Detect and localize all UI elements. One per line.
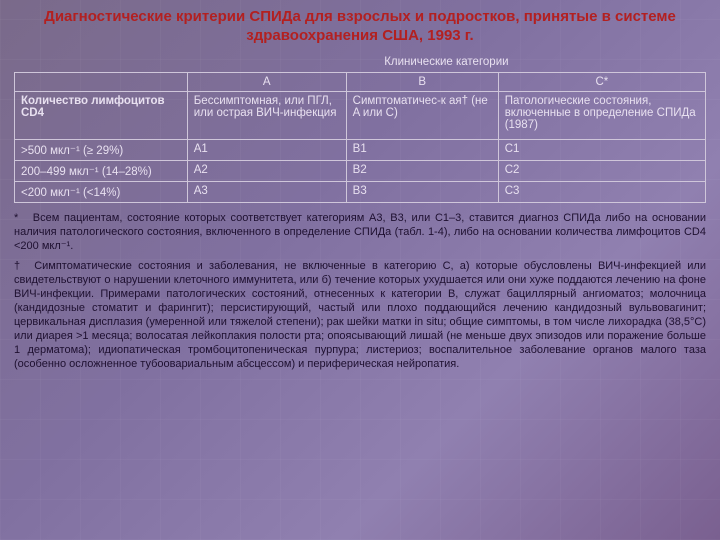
blank-corner [15,52,188,73]
r3-b: B3 [346,181,498,202]
r1-label: >500 мкл⁻¹ (≥ 29%) [15,139,188,160]
rowhead-label: Количество лимфоцитов CD4 [15,91,188,139]
desc-a: Бессимптомная, или ПГЛ, или острая ВИЧ-и… [187,91,346,139]
col-a-header: A [187,72,346,91]
r2-label: 200–499 мкл⁻¹ (14–28%) [15,160,188,181]
desc-b: Симптоматичес-к ая† (не A или C) [346,91,498,139]
col-rowhead [15,72,188,91]
r1-b: B1 [346,139,498,160]
slide-title: Диагностические критерии СПИДа для взрос… [14,8,706,46]
r3-c: C3 [498,181,705,202]
r2-b: B2 [346,160,498,181]
table-row: <200 мкл⁻¹ (<14%) A3 B3 C3 [15,181,706,202]
r2-a: A2 [187,160,346,181]
desc-c: Патологические состояния, включенные в о… [498,91,705,139]
r1-a: A1 [187,139,346,160]
asterisk-icon: * [14,211,28,225]
footnote-2-text: Симптоматические состояния и заболевания… [14,260,706,371]
footnote-1: * Всем пациентам, состояние которых соот… [14,211,706,253]
dagger-icon: † [14,259,28,273]
r3-label: <200 мкл⁻¹ (<14%) [15,181,188,202]
r1-c: C1 [498,139,705,160]
footnote-1-text: Всем пациентам, состояние которых соотве… [14,212,706,252]
col-b-header: B [346,72,498,91]
r3-a: A3 [187,181,346,202]
col-c-header: C* [498,72,705,91]
table-row: 200–499 мкл⁻¹ (14–28%) A2 B2 C2 [15,160,706,181]
criteria-table: Клинические категории A B C* Количество … [14,52,706,203]
clinical-categories-header: Клинические категории [187,52,705,73]
footnote-2: † Симптоматические состояния и заболеван… [14,259,706,372]
table-row: >500 мкл⁻¹ (≥ 29%) A1 B1 C1 [15,139,706,160]
r2-c: C2 [498,160,705,181]
footnotes: * Всем пациентам, состояние которых соот… [14,211,706,372]
